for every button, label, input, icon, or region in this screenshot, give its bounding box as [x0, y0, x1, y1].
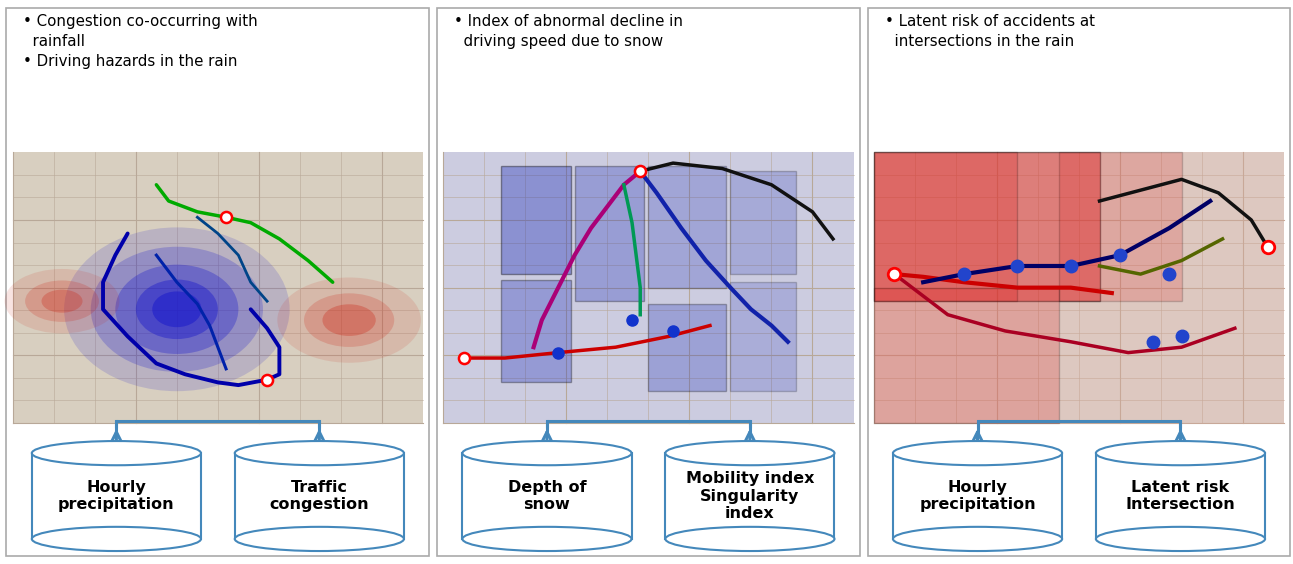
FancyBboxPatch shape [649, 304, 727, 390]
FancyBboxPatch shape [13, 152, 423, 423]
FancyBboxPatch shape [731, 282, 796, 390]
Ellipse shape [463, 527, 631, 551]
FancyBboxPatch shape [6, 8, 429, 556]
Text: Mobility index
Singularity
index: Mobility index Singularity index [685, 471, 815, 521]
FancyBboxPatch shape [443, 152, 853, 423]
Ellipse shape [322, 305, 376, 336]
Ellipse shape [32, 441, 200, 465]
Ellipse shape [65, 227, 290, 391]
FancyBboxPatch shape [500, 166, 570, 274]
Ellipse shape [1096, 527, 1265, 551]
FancyBboxPatch shape [874, 152, 1284, 423]
Text: • Latent risk of accidents at
  intersections in the rain: • Latent risk of accidents at intersecti… [884, 14, 1094, 49]
Ellipse shape [463, 441, 631, 465]
Ellipse shape [666, 441, 834, 465]
FancyBboxPatch shape [666, 453, 834, 539]
FancyBboxPatch shape [1096, 453, 1265, 539]
FancyBboxPatch shape [1059, 152, 1182, 301]
Ellipse shape [235, 527, 403, 551]
Text: Depth of
snow: Depth of snow [508, 480, 586, 512]
FancyBboxPatch shape [463, 453, 631, 539]
Text: Hourly
precipitation: Hourly precipitation [58, 480, 175, 512]
Text: Hourly
precipitation: Hourly precipitation [919, 480, 1036, 512]
Text: • Index of abnormal decline in
  driving speed due to snow: • Index of abnormal decline in driving s… [454, 14, 683, 49]
Ellipse shape [91, 247, 262, 372]
Ellipse shape [1096, 441, 1265, 465]
Ellipse shape [666, 527, 834, 551]
Ellipse shape [41, 290, 83, 312]
Ellipse shape [277, 277, 422, 363]
FancyBboxPatch shape [32, 453, 200, 539]
Ellipse shape [153, 292, 202, 327]
Ellipse shape [893, 527, 1062, 551]
Ellipse shape [304, 293, 394, 347]
Ellipse shape [235, 441, 403, 465]
Ellipse shape [32, 527, 200, 551]
FancyBboxPatch shape [868, 8, 1290, 556]
Text: Traffic
congestion: Traffic congestion [269, 480, 370, 512]
Text: Latent risk
Intersection: Latent risk Intersection [1126, 480, 1235, 512]
FancyBboxPatch shape [235, 453, 403, 539]
FancyBboxPatch shape [574, 166, 644, 301]
FancyBboxPatch shape [874, 152, 1018, 301]
Ellipse shape [893, 441, 1062, 465]
Ellipse shape [5, 269, 119, 333]
Text: • Congestion co-occurring with
  rainfall
• Driving hazards in the rain: • Congestion co-occurring with rainfall … [23, 14, 259, 69]
FancyBboxPatch shape [500, 280, 570, 382]
FancyBboxPatch shape [649, 166, 727, 288]
FancyBboxPatch shape [874, 288, 1059, 423]
FancyBboxPatch shape [874, 152, 1099, 301]
FancyBboxPatch shape [731, 171, 796, 274]
FancyBboxPatch shape [437, 8, 860, 556]
Ellipse shape [115, 265, 238, 354]
Ellipse shape [25, 280, 100, 322]
FancyBboxPatch shape [893, 453, 1062, 539]
Ellipse shape [136, 280, 219, 339]
